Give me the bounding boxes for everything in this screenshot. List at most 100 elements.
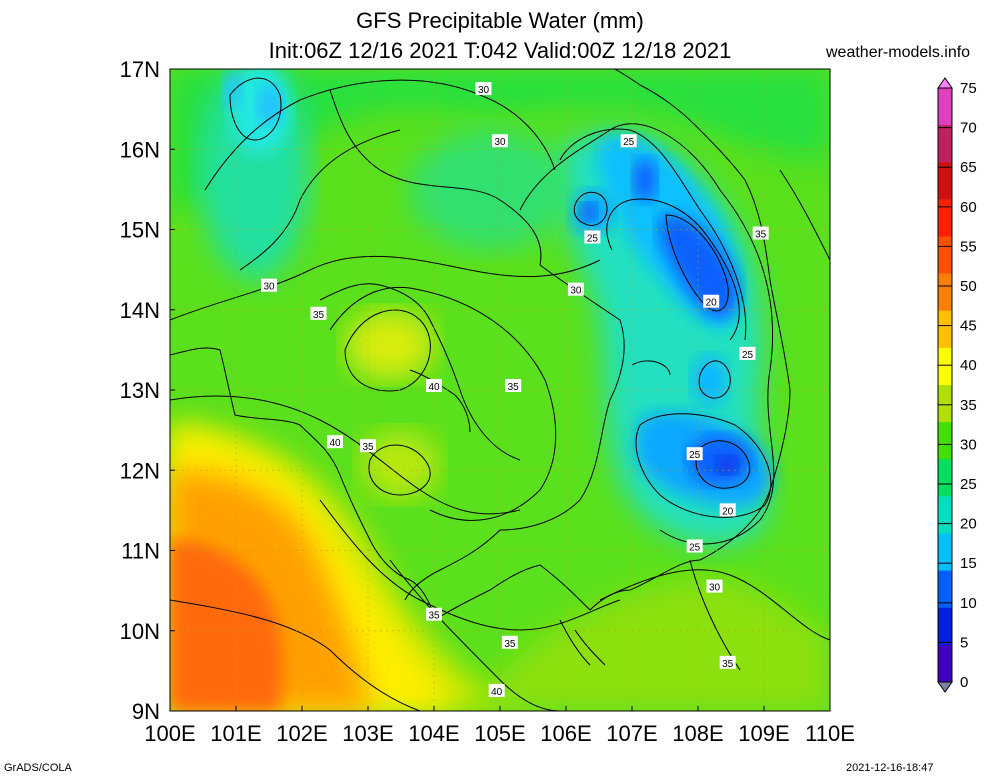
- contour-label: 30: [492, 134, 508, 148]
- coastline-south: [589, 559, 701, 611]
- contour-label-text: 25: [742, 350, 754, 361]
- contour-label-text: 35: [755, 230, 767, 241]
- map-title: GFS Precipitable Water (mm): [356, 8, 644, 33]
- contour-label-bg: [426, 378, 442, 392]
- colorbar-label: 40: [960, 357, 977, 374]
- x-tick-label: 110E: [805, 721, 855, 746]
- coastline-mekong-delta: [434, 564, 591, 621]
- contour-label-bg: [488, 683, 505, 697]
- coastline-vietnam: [614, 69, 791, 561]
- colorbar-label: 75: [960, 80, 977, 97]
- contour-40-central: [344, 309, 431, 392]
- y-tick-label: 11N: [121, 539, 160, 564]
- contour-label-bg: [719, 503, 736, 517]
- colorbar-segment: [938, 385, 952, 423]
- east-cyan-mid: [692, 355, 728, 405]
- contour-label-bg: [475, 82, 492, 96]
- contour-label-text: 25: [587, 234, 599, 245]
- colorbar-segment: [938, 199, 952, 237]
- coastline-layer: [170, 69, 791, 666]
- contour-label: 35: [426, 607, 442, 622]
- estuary-1: [574, 629, 606, 666]
- coastline-gulf: [170, 347, 436, 621]
- colorbar-label: 60: [960, 199, 977, 216]
- contour-label: 25: [620, 134, 637, 148]
- contour-25-nw: [229, 77, 282, 141]
- y-tick-label: 17N: [120, 57, 160, 82]
- contour-40-cambodia: [368, 444, 431, 496]
- contour-30-west: [239, 129, 401, 271]
- x-tick-label: 104E: [408, 721, 459, 746]
- gridline-layer: [170, 69, 830, 711]
- contour-label-text: 35: [313, 310, 325, 321]
- contour-30-north: [204, 79, 556, 191]
- y-tick-label: 9N: [132, 699, 160, 724]
- contour-label-text: 40: [491, 687, 503, 698]
- colorbar-segment: [938, 644, 952, 683]
- contour-label-bg: [752, 226, 769, 240]
- colorbar-label: 25: [960, 476, 977, 493]
- contour-20-north: [665, 214, 729, 312]
- contour-label-text: 30: [263, 282, 275, 293]
- contour-label-text: 30: [709, 583, 721, 594]
- contour-label-bg: [706, 579, 723, 593]
- contour-label-text: 35: [428, 611, 440, 622]
- colorbar-segment: [938, 607, 952, 646]
- tick-layer: 100E 101E 102E 103E 104E 105E 106E 107E 108E 109E…: [120, 57, 855, 746]
- contour-35-se: [599, 569, 830, 641]
- colorbar-label: 5: [960, 634, 968, 651]
- east-blue-north: [660, 214, 739, 318]
- contour-label: 35: [505, 378, 522, 393]
- colorbar-label: 55: [960, 238, 977, 255]
- border-vietnam: [499, 264, 625, 531]
- x-tick-label: 109E: [738, 721, 789, 746]
- contour-label-bg: [584, 230, 601, 244]
- colorbar-segment: [938, 88, 952, 126]
- north-west-blue-2: [223, 72, 243, 108]
- contour-label-bg: [620, 134, 637, 148]
- contour-label-text: 25: [623, 137, 635, 148]
- contour-label-bg: [360, 439, 376, 453]
- estuary-2: [559, 619, 591, 666]
- contour-label-text: 20: [706, 298, 718, 309]
- east-deepblue-south: [716, 456, 738, 474]
- contour-label-text: 25: [689, 450, 701, 461]
- contour-label: 30: [567, 282, 584, 297]
- colorbar-segment: [938, 570, 952, 609]
- contour-label-text: 35: [504, 639, 516, 650]
- contour-label-bg: [327, 435, 343, 449]
- colorbar-segment: [938, 422, 952, 460]
- contour-label: 20: [703, 294, 720, 309]
- contour-label: 25: [686, 447, 703, 461]
- contour-label: 25: [739, 346, 756, 361]
- x-tick-label: 100E: [144, 721, 195, 746]
- redorange-band: [170, 540, 283, 711]
- contour-25-south: [635, 413, 772, 518]
- colorbar-segment: [938, 125, 952, 163]
- colorbar-label: 45: [960, 318, 977, 335]
- colorbar-label: 0: [960, 674, 968, 691]
- border-laos-thai: [329, 89, 542, 266]
- colorbar-label: 50: [960, 278, 977, 295]
- contour-label-bg: [310, 306, 327, 320]
- contour-label-bg: [426, 607, 442, 621]
- contour-label: 30: [706, 579, 723, 594]
- colorbar-label: 65: [960, 159, 977, 176]
- colorbar-label: 30: [960, 436, 977, 453]
- y-tick-label: 14N: [120, 298, 160, 323]
- contour-35-ne: [779, 169, 830, 261]
- contour-label-bg: [719, 655, 736, 669]
- contour-label-text: 35: [722, 659, 734, 670]
- contour-35-south: [319, 499, 621, 631]
- y-tick-label: 15N: [120, 218, 160, 243]
- contour-label-layer: 30 30 25 25 35 30 30 20 35 25 40 35 40 35 25 20 25 30 35 35…: [261, 82, 769, 698]
- border-cambodia-north: [319, 283, 521, 461]
- x-tick-label: 108E: [672, 721, 723, 746]
- field-layer: [170, 69, 830, 711]
- y-tick-label: 16N: [120, 137, 160, 162]
- contour-label: 30: [475, 82, 492, 96]
- contour-label: 40: [327, 435, 343, 449]
- river-segment: [409, 369, 471, 433]
- contour-label: 40: [426, 378, 442, 393]
